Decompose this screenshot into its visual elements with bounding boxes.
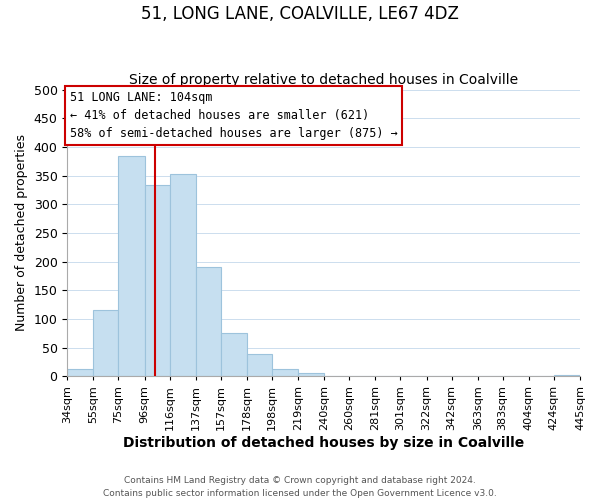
Y-axis label: Number of detached properties: Number of detached properties <box>15 134 28 332</box>
Bar <box>196 268 221 376</box>
Text: 51 LONG LANE: 104sqm
← 41% of detached houses are smaller (621)
58% of semi-deta: 51 LONG LANE: 104sqm ← 41% of detached h… <box>70 91 398 140</box>
Bar <box>67 370 94 376</box>
X-axis label: Distribution of detached houses by size in Coalville: Distribution of detached houses by size … <box>123 436 524 450</box>
Bar <box>94 310 118 376</box>
Bar <box>145 186 170 376</box>
Bar <box>298 374 324 376</box>
Text: 51, LONG LANE, COALVILLE, LE67 4DZ: 51, LONG LANE, COALVILLE, LE67 4DZ <box>141 5 459 23</box>
Bar <box>118 156 145 376</box>
Text: Contains HM Land Registry data © Crown copyright and database right 2024.
Contai: Contains HM Land Registry data © Crown c… <box>103 476 497 498</box>
Bar <box>272 370 298 376</box>
Bar <box>221 334 247 376</box>
Bar <box>554 375 580 376</box>
Bar <box>170 174 196 376</box>
Bar <box>247 354 272 376</box>
Title: Size of property relative to detached houses in Coalville: Size of property relative to detached ho… <box>129 73 518 87</box>
